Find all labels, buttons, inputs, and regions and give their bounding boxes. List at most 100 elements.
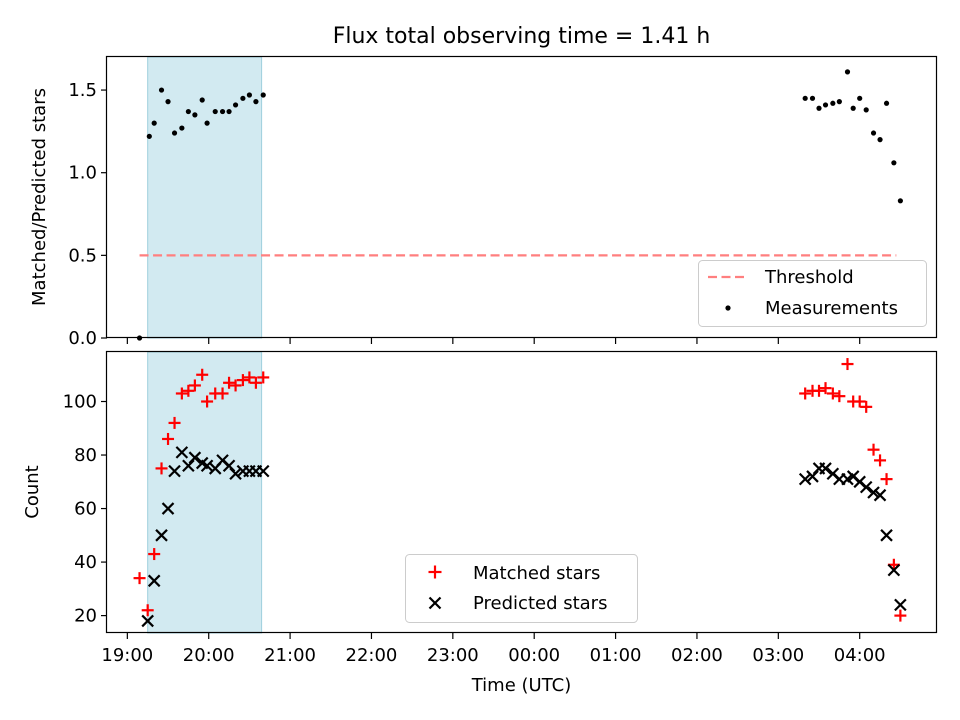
measurement-point (883, 100, 890, 106)
measurement-point (226, 108, 232, 115)
top-legend: Threshold Measurements (698, 260, 927, 327)
measurement-point (179, 125, 185, 131)
measurement-point (146, 133, 152, 139)
bottom-ytick-label: 20 (74, 606, 97, 627)
measurement-point (844, 69, 851, 75)
measurement-point (857, 95, 863, 101)
chart-title: Flux total observing time = 1.41 h (333, 24, 711, 49)
matched-star-point (175, 387, 188, 400)
matched-star-point (894, 609, 907, 622)
matched-star-point (826, 387, 839, 400)
measurement-point (212, 108, 218, 115)
legend-matched-swatch (428, 565, 442, 579)
top-ytick-label: 1.5 (68, 80, 97, 101)
xtick-label: 00:00 (508, 645, 560, 666)
measurement-point (165, 99, 171, 105)
legend-threshold-label: Threshold (764, 267, 854, 288)
matched-star-point (874, 454, 887, 467)
measurement-point (816, 105, 822, 111)
measurement-point (802, 95, 808, 101)
top-legend-frame (698, 260, 927, 327)
predicted-star-point (175, 446, 189, 459)
measurement-point (246, 92, 253, 98)
predicted-star-point (229, 467, 242, 481)
bottom-axes-frame (105, 350, 938, 634)
legend-measurements-label: Measurements (765, 298, 898, 319)
measurement-point (863, 107, 869, 113)
matched-star-point (813, 384, 826, 397)
legend-predicted-label: Predicted stars (473, 593, 607, 614)
predicted-star-point (256, 464, 270, 478)
bottom-y-ticks: 20 40 60 80 100 (63, 392, 107, 627)
measurement-point (185, 108, 191, 115)
matched-star-point (133, 572, 146, 585)
matched-star-point (162, 432, 175, 445)
top-ytick-label: 0.5 (68, 245, 97, 266)
bottom-ytick-label: 60 (74, 499, 97, 520)
predicted-star-point (155, 529, 168, 542)
predicted-star-point (859, 480, 873, 494)
matched-star-point (867, 443, 880, 456)
xtick-label: 03:00 (752, 645, 804, 666)
bottom-ytick-label: 40 (74, 552, 97, 573)
matched-star-point (188, 379, 201, 392)
xtick-label: 19:00 (101, 645, 153, 666)
measurement-point (836, 99, 842, 105)
xtick-label: 23:00 (427, 645, 479, 666)
predicted-stars-points (141, 446, 907, 628)
matched-star-point (833, 390, 846, 403)
predicted-star-point (168, 464, 181, 478)
bottom-highlight-span (147, 351, 263, 634)
measurement-point (158, 87, 165, 93)
measurement-point (877, 137, 883, 143)
predicted-star-point (161, 502, 175, 515)
xtick-label: 04:00 (834, 645, 886, 666)
predicted-star-point (894, 598, 907, 612)
predicted-star-point (867, 486, 880, 499)
matched-star-point (196, 368, 209, 381)
top-ytick-label: 1.0 (68, 163, 97, 184)
predicted-star-point (887, 563, 901, 577)
xtick-label: 21:00 (264, 645, 316, 666)
matched-star-point (148, 548, 161, 561)
measurement-point (192, 112, 198, 118)
matched-star-point (249, 376, 262, 389)
matched-star-point (223, 376, 236, 389)
measurement-point (240, 95, 246, 101)
xtick-label: 02:00 (671, 645, 723, 666)
top-ytick-label: 0.0 (68, 328, 97, 349)
predicted-star-point (147, 574, 161, 588)
measurement-point (850, 105, 856, 111)
measurement-point (809, 95, 816, 101)
legend-predicted-swatch (428, 596, 442, 610)
predicted-star-point (200, 459, 214, 473)
measurement-point (219, 108, 226, 115)
top-y-ticks: 0.0 0.5 1.0 1.5 (68, 80, 107, 349)
measurement-point (897, 198, 903, 204)
measurement-point (171, 130, 178, 136)
matched-star-point (257, 371, 270, 384)
matched-star-point (243, 371, 256, 384)
measurement-point (870, 130, 877, 136)
top-x-ticks (126, 338, 861, 344)
matched-star-point (182, 384, 195, 397)
matched-star-point (799, 387, 812, 400)
bottom-legend: Matched stars Predicted stars (405, 554, 638, 623)
matched-star-point (216, 387, 229, 400)
matched-star-point (860, 400, 873, 413)
predicted-star-point (188, 451, 202, 464)
bottom-y-axis-label: Count (22, 465, 43, 518)
xtick-label: 22:00 (346, 645, 398, 666)
measurement-points (136, 69, 903, 341)
measurement-point (204, 120, 210, 126)
measurement-point (253, 99, 259, 105)
measurement-point (199, 97, 205, 103)
top-panel: 0.0 0.5 1.0 1.5 Matched/Predicted stars Thr… (29, 55, 938, 349)
bottom-legend-frame (405, 554, 638, 623)
predicted-star-point (141, 614, 154, 628)
bottom-panel: 20 40 60 80 100 19:00 20:00 21:00 22:00 23:00 00:… (22, 350, 938, 696)
matched-star-point (141, 604, 154, 617)
bottom-x-ticks: 19:00 20:00 21:00 22:00 23:00 00:00 01:00 02:00… (101, 633, 886, 666)
matched-star-point (168, 416, 181, 429)
